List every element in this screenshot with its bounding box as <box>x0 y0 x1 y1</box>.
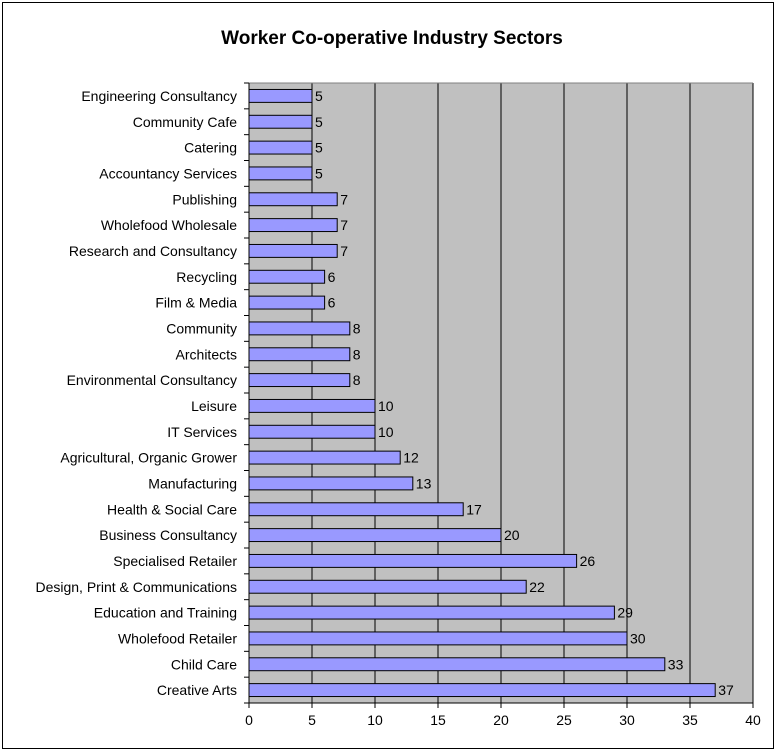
bar <box>248 631 628 646</box>
bar <box>248 114 313 129</box>
category-label: Child Care <box>171 656 237 672</box>
x-tick-label: 35 <box>682 712 698 728</box>
x-tick-label: 20 <box>493 712 509 728</box>
bar <box>248 347 351 362</box>
x-tick-label: 10 <box>367 712 383 728</box>
data-label: 10 <box>378 398 394 414</box>
bar <box>248 398 376 413</box>
data-label: 29 <box>617 605 633 621</box>
chart-title: Worker Co-operative Industry Sectors <box>221 28 563 49</box>
data-label: 22 <box>529 579 545 595</box>
bar <box>248 450 401 465</box>
data-label: 5 <box>315 140 323 156</box>
x-tick-label: 40 <box>745 712 761 728</box>
data-label: 37 <box>718 682 734 698</box>
data-label: 10 <box>378 424 394 440</box>
category-label: Health & Social Care <box>107 501 237 517</box>
x-tick-label: 30 <box>619 712 635 728</box>
category-label: Manufacturing <box>148 475 237 491</box>
data-label: 7 <box>340 191 348 207</box>
category-label: Agricultural, Organic Grower <box>60 450 237 466</box>
category-label: IT Services <box>167 424 237 440</box>
data-label: 12 <box>403 450 419 466</box>
bar <box>248 579 527 594</box>
category-label: Catering <box>184 140 237 156</box>
data-label: 26 <box>580 553 596 569</box>
category-label: Education and Training <box>94 605 237 621</box>
bar <box>248 683 716 698</box>
bar <box>248 218 338 233</box>
data-label: 13 <box>416 475 432 491</box>
category-label: Research and Consultancy <box>69 243 237 259</box>
data-label: 5 <box>315 114 323 130</box>
bar <box>248 321 351 336</box>
category-label: Creative Arts <box>157 682 237 698</box>
category-label: Publishing <box>172 191 237 207</box>
category-label: Wholefood Wholesale <box>101 217 237 233</box>
category-label: Specialised Retailer <box>113 553 237 569</box>
category-label: Engineering Consultancy <box>81 88 237 104</box>
bar <box>248 424 376 439</box>
category-label: Accountancy Services <box>99 165 237 181</box>
bar <box>248 88 313 103</box>
x-tick-label: 5 <box>308 712 316 728</box>
bar <box>248 528 502 543</box>
data-label: 5 <box>315 165 323 181</box>
bar <box>248 502 464 517</box>
data-label: 5 <box>315 88 323 104</box>
bar <box>248 605 615 620</box>
data-label: 17 <box>466 501 482 517</box>
category-label: Wholefood Retailer <box>118 630 237 646</box>
bar <box>248 476 414 491</box>
data-label: 7 <box>340 217 348 233</box>
data-label: 6 <box>328 295 336 311</box>
category-label: Community Cafe <box>133 114 237 130</box>
data-label: 8 <box>353 372 361 388</box>
data-label: 33 <box>668 656 684 672</box>
bar <box>248 243 338 258</box>
bar <box>248 373 351 388</box>
category-label: Design, Print & Communications <box>35 579 237 595</box>
bar <box>248 166 313 181</box>
data-label: 8 <box>353 320 361 336</box>
bar <box>248 192 338 207</box>
data-label: 7 <box>340 243 348 259</box>
category-label: Community <box>166 320 237 336</box>
data-label: 30 <box>630 630 646 646</box>
category-label: Recycling <box>176 269 237 285</box>
bar <box>248 295 326 310</box>
x-tick-label: 0 <box>245 712 253 728</box>
x-tick-label: 15 <box>430 712 446 728</box>
bar <box>248 657 666 672</box>
category-label: Architects <box>176 346 237 362</box>
bar <box>248 140 313 155</box>
x-tick-label: 25 <box>556 712 572 728</box>
data-label: 6 <box>328 269 336 285</box>
category-label: Business Consultancy <box>99 527 237 543</box>
data-label: 20 <box>504 527 520 543</box>
category-label: Environmental Consultancy <box>67 372 237 388</box>
category-label: Film & Media <box>155 295 237 311</box>
data-label: 8 <box>353 346 361 362</box>
bar <box>248 269 326 284</box>
category-label: Leisure <box>191 398 237 414</box>
bar <box>248 553 578 568</box>
